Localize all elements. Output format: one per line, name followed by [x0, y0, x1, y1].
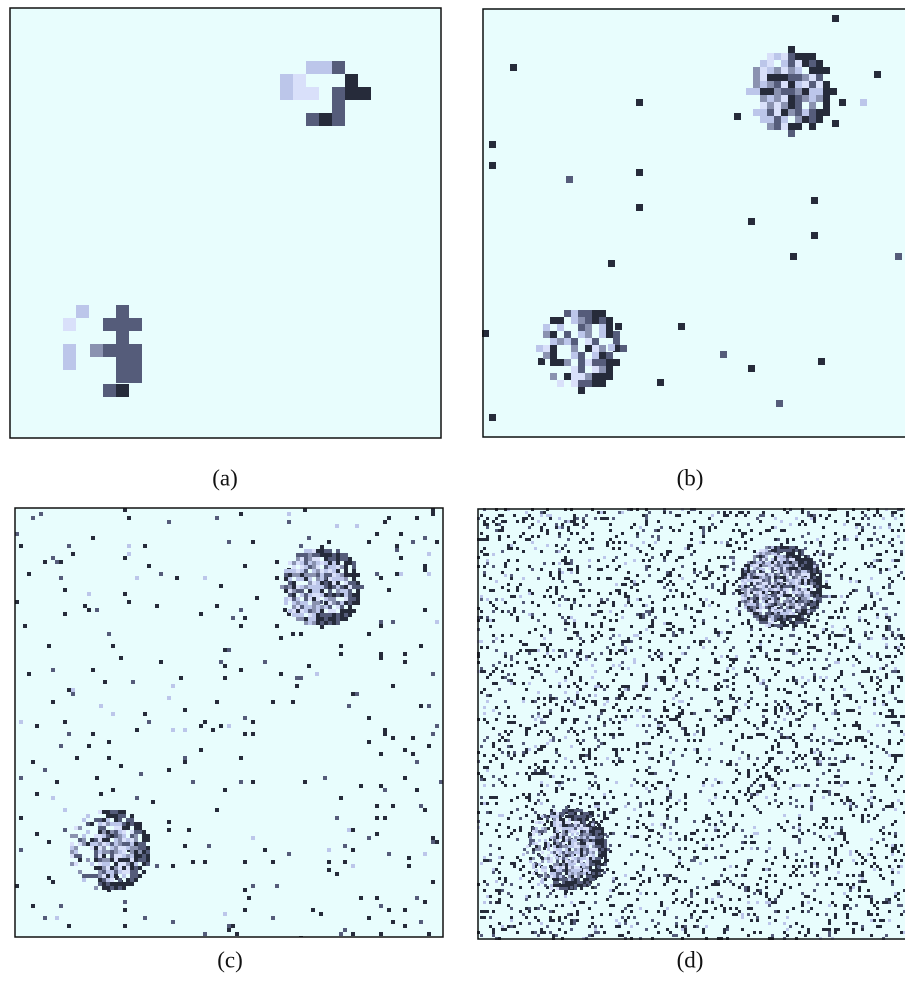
- caption: (b): [677, 465, 704, 490]
- panel-b: [482, 8, 905, 438]
- panel-background: [10, 8, 441, 438]
- panel-c: [15, 508, 443, 940]
- page: (a) (b) (c) (d) (() => { const data = JS…: [0, 0, 905, 997]
- caption: (c): [217, 947, 243, 972]
- caption: (a): [212, 465, 238, 490]
- pixels: [90, 344, 103, 357]
- figure: (a) (b) (c) (d): [0, 0, 905, 997]
- panel-d: [477, 508, 905, 940]
- caption: (d): [677, 947, 704, 972]
- panel-a: [10, 8, 441, 438]
- panel-background: [482, 8, 905, 438]
